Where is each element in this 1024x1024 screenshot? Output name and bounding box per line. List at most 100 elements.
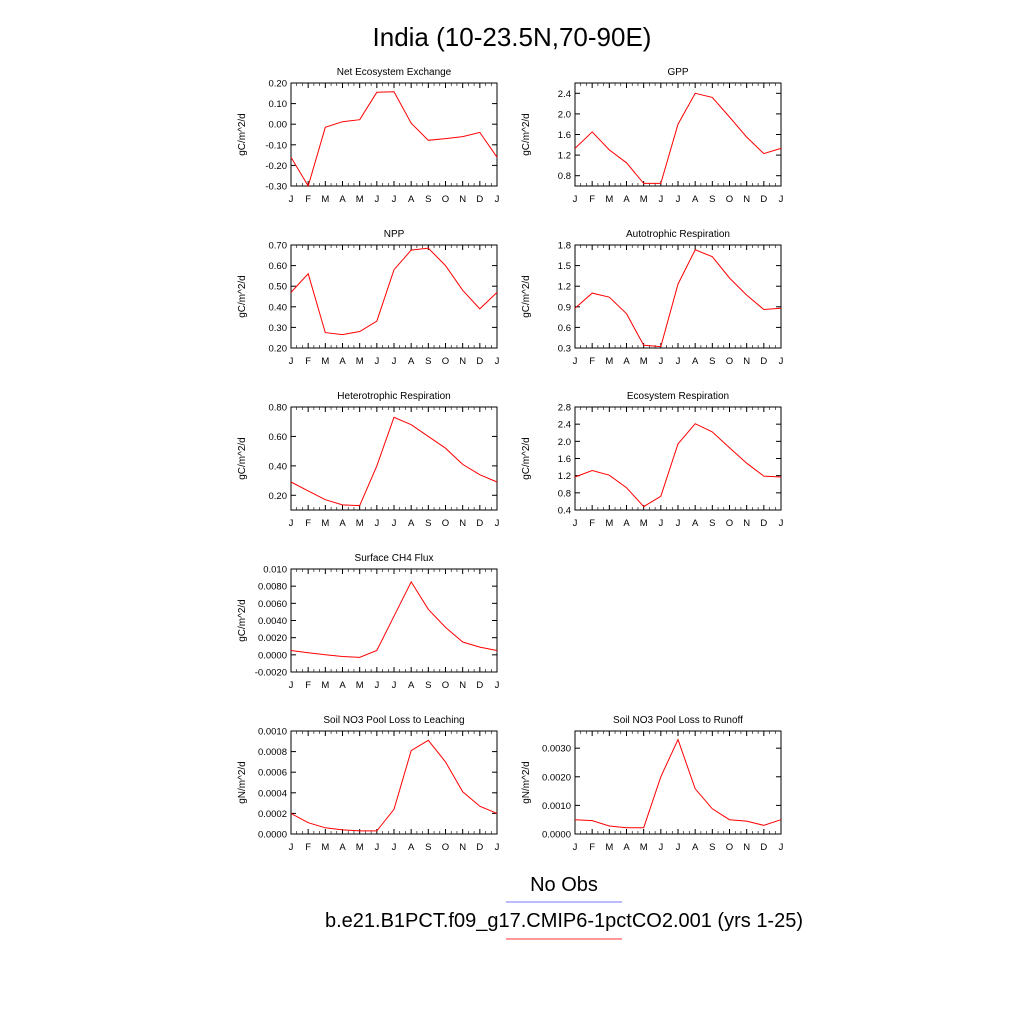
x-tick-label: J: [779, 842, 784, 853]
x-tick-label: J: [374, 842, 379, 853]
y-tick-label: 0.8: [558, 488, 571, 499]
y-axis-label: gN/m^2/d: [521, 761, 532, 804]
x-tick-label: N: [459, 518, 466, 529]
y-tick-label: 0.0000: [258, 650, 287, 661]
x-tick-label: A: [623, 842, 630, 853]
x-tick-label: S: [425, 518, 431, 529]
plot-frame: [290, 82, 498, 187]
y-tick-label: -0.10: [265, 140, 287, 151]
x-tick-label: A: [623, 356, 630, 367]
y-tick-label: 0.20: [269, 344, 288, 355]
y-tick-label: 0.0020: [258, 633, 287, 644]
x-tick-label: S: [425, 680, 431, 691]
y-tick-label: 2.0: [558, 437, 571, 448]
y-tick-label: 0.60: [269, 261, 288, 272]
y-axis-label: gC/m^2/d: [237, 113, 248, 156]
y-tick-label: 2.4: [558, 420, 571, 431]
x-tick-label: M: [605, 356, 613, 367]
x-tick-label: S: [425, 194, 431, 205]
y-tick-label: 0.0040: [258, 616, 287, 627]
x-tick-label: F: [305, 842, 311, 853]
x-tick-label: D: [476, 194, 483, 205]
x-tick-label: N: [743, 194, 750, 205]
y-tick-label: 0.0020: [542, 772, 571, 783]
x-tick-label: J: [289, 194, 294, 205]
x-tick-label: M: [605, 194, 613, 205]
panel-title: GPP: [667, 67, 688, 78]
y-tick-label: 1.2: [558, 151, 571, 162]
x-tick-label: F: [305, 518, 311, 529]
x-tick-label: A: [623, 194, 630, 205]
y-axis-label: gN/m^2/d: [237, 761, 248, 804]
y-tick-label: 2.0: [558, 109, 571, 120]
y-tick-label: 0.10: [269, 99, 288, 110]
x-tick-label: J: [374, 518, 379, 529]
x-tick-label: J: [392, 194, 397, 205]
x-tick-label: J: [392, 518, 397, 529]
y-tick-label: 2.8: [558, 403, 571, 414]
x-tick-label: M: [640, 842, 648, 853]
y-tick-label: -0.0020: [255, 668, 287, 679]
y-tick-label: 0.6: [558, 323, 571, 334]
x-tick-label: A: [339, 194, 346, 205]
plot-frame: [290, 568, 498, 673]
x-tick-label: A: [408, 194, 415, 205]
y-tick-label: 0.9: [558, 302, 571, 313]
y-tick-label: 1.6: [558, 130, 571, 141]
y-tick-label: 0.0030: [542, 744, 571, 755]
x-tick-label: A: [408, 842, 415, 853]
y-tick-label: -0.30: [265, 182, 287, 193]
x-tick-label: D: [760, 356, 767, 367]
x-tick-label: J: [779, 356, 784, 367]
x-tick-label: O: [442, 356, 449, 367]
x-tick-label: F: [305, 194, 311, 205]
x-tick-label: A: [408, 356, 415, 367]
y-axis-label: gC/m^2/d: [237, 275, 248, 318]
y-axis-label: gC/m^2/d: [521, 437, 532, 480]
series-line: [574, 92, 782, 184]
x-tick-label: M: [356, 356, 364, 367]
x-tick-label: O: [726, 518, 733, 529]
x-tick-label: J: [573, 518, 578, 529]
x-tick-label: A: [408, 518, 415, 529]
x-tick-label: N: [743, 842, 750, 853]
panel-title: Surface CH4 Flux: [355, 553, 434, 564]
x-tick-label: N: [459, 680, 466, 691]
x-tick-label: O: [442, 680, 449, 691]
x-tick-label: J: [495, 518, 500, 529]
x-tick-label: J: [495, 194, 500, 205]
figure-title: India (10-23.5N,70-90E): [373, 22, 652, 52]
x-tick-label: J: [676, 842, 681, 853]
x-tick-label: N: [459, 356, 466, 367]
x-tick-label: S: [709, 842, 715, 853]
plot-frame: [574, 730, 782, 835]
x-tick-label: N: [743, 518, 750, 529]
y-tick-label: 0.8: [558, 171, 571, 182]
x-tick-label: O: [442, 194, 449, 205]
y-tick-label: 0.00: [269, 120, 288, 131]
x-tick-label: A: [339, 680, 346, 691]
series-line: [574, 423, 782, 508]
y-tick-label: 0.0080: [258, 582, 287, 593]
x-tick-label: O: [726, 842, 733, 853]
series-line: [290, 247, 498, 336]
y-tick-label: 0.80: [269, 403, 288, 414]
y-tick-label: 1.2: [558, 471, 571, 482]
x-tick-label: N: [459, 842, 466, 853]
x-tick-label: J: [779, 194, 784, 205]
y-tick-label: 0.3: [558, 344, 571, 355]
y-tick-label: 0.30: [269, 323, 288, 334]
y-tick-label: 2.4: [558, 89, 571, 100]
x-tick-label: F: [589, 518, 595, 529]
x-tick-label: D: [476, 356, 483, 367]
panel-title: Soil NO3 Pool Loss to Runoff: [613, 715, 743, 726]
series-line: [574, 738, 782, 829]
x-tick-label: J: [658, 518, 663, 529]
x-tick-label: F: [589, 194, 595, 205]
